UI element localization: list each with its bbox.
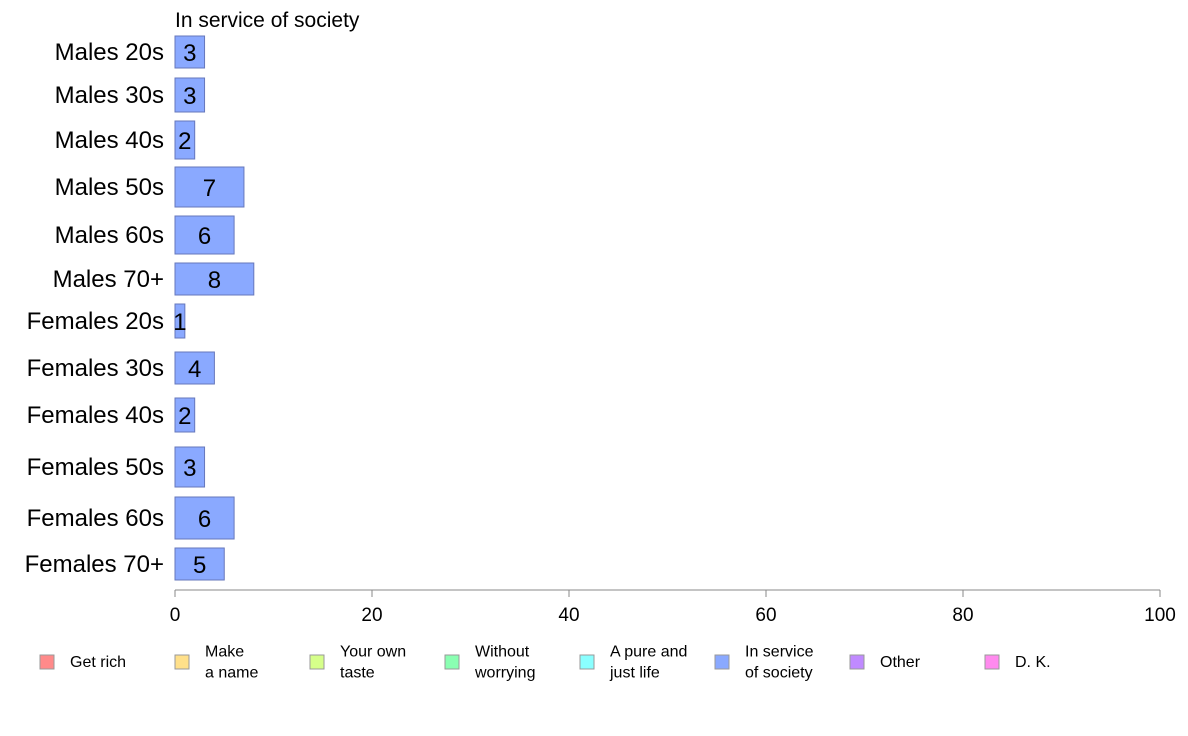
- legend-label: D. K.: [1015, 654, 1051, 671]
- legend-item: Make a name: [174, 644, 258, 682]
- legend-swatch: [309, 654, 325, 670]
- legend-label: of society: [745, 665, 813, 682]
- legend-label: worrying: [474, 665, 535, 682]
- category-label: Females 50s: [27, 454, 164, 481]
- category-label: Males 60s: [55, 222, 164, 249]
- bar-value-label: 7: [203, 175, 216, 202]
- legend-swatch: [984, 654, 1000, 670]
- bar-value-label: 1: [173, 309, 186, 336]
- legend-label: just life: [609, 665, 660, 682]
- bar: [174, 446, 206, 488]
- bar: [174, 303, 186, 339]
- bar-value-label: 3: [183, 83, 196, 110]
- bar-value-label: 6: [198, 506, 211, 533]
- legend-label: A pure and: [610, 644, 687, 661]
- bar-value-label: 2: [178, 403, 191, 430]
- bar: [174, 215, 235, 255]
- legend-label: Your own: [340, 644, 406, 661]
- category-label: Males 50s: [55, 174, 164, 201]
- bar: [174, 120, 196, 160]
- legend-label: Other: [880, 654, 921, 671]
- bar: [174, 262, 255, 296]
- legend-label: In service: [745, 644, 814, 661]
- category-label: Females 70+: [25, 551, 164, 578]
- x-tick-label: 20: [361, 605, 382, 626]
- legend-item: In service of society: [714, 644, 814, 682]
- bar: [174, 77, 206, 113]
- legend-item: Your own taste: [309, 644, 406, 682]
- legend-swatch: [39, 654, 55, 670]
- bar: [174, 35, 206, 69]
- bar: [174, 547, 225, 581]
- legend-swatch: [444, 654, 460, 670]
- legend-item: Other: [849, 654, 921, 671]
- bar-value-label: 8: [208, 267, 221, 294]
- bar-value-label: 2: [178, 128, 191, 155]
- legend-item: Without worrying: [444, 644, 535, 682]
- bar: [174, 166, 245, 208]
- legend-swatch: [579, 654, 595, 670]
- bar-value-label: 3: [183, 455, 196, 482]
- category-label: Males 40s: [55, 127, 164, 154]
- category-label: Males 20s: [55, 39, 164, 66]
- bar: [174, 397, 196, 433]
- x-tick-label: 100: [1144, 605, 1176, 626]
- x-tick-label: 60: [755, 605, 776, 626]
- chart-title: In service of society: [175, 9, 360, 32]
- legend-item: A pure and just life: [579, 644, 687, 682]
- legend-label: a name: [205, 665, 258, 682]
- bar-value-label: 3: [183, 40, 196, 67]
- category-label: Females 60s: [27, 505, 164, 532]
- legend-label: Make: [205, 644, 244, 661]
- category-label: Females 30s: [27, 355, 164, 382]
- category-label: Males 70+: [53, 266, 164, 293]
- legend-swatch: [714, 654, 730, 670]
- category-label: Males 30s: [55, 82, 164, 109]
- bar-value-label: 4: [188, 356, 201, 383]
- x-tick-label: 40: [558, 605, 579, 626]
- legend-label: Get rich: [70, 654, 126, 671]
- bar-value-label: 6: [198, 223, 211, 250]
- legend-label: Without: [475, 644, 530, 661]
- x-tick-label: 80: [952, 605, 973, 626]
- legend-label: taste: [340, 665, 375, 682]
- bar-value-label: 5: [193, 552, 206, 579]
- category-label: Females 20s: [27, 308, 164, 335]
- legend-item: D. K.: [984, 654, 1051, 671]
- bar: [174, 496, 235, 540]
- legend-item: Get rich: [39, 654, 126, 671]
- bar: [174, 351, 215, 385]
- legend-swatch: [174, 654, 190, 670]
- legend-swatch: [849, 654, 865, 670]
- x-tick-label: 0: [170, 605, 181, 626]
- category-label: Females 40s: [27, 402, 164, 429]
